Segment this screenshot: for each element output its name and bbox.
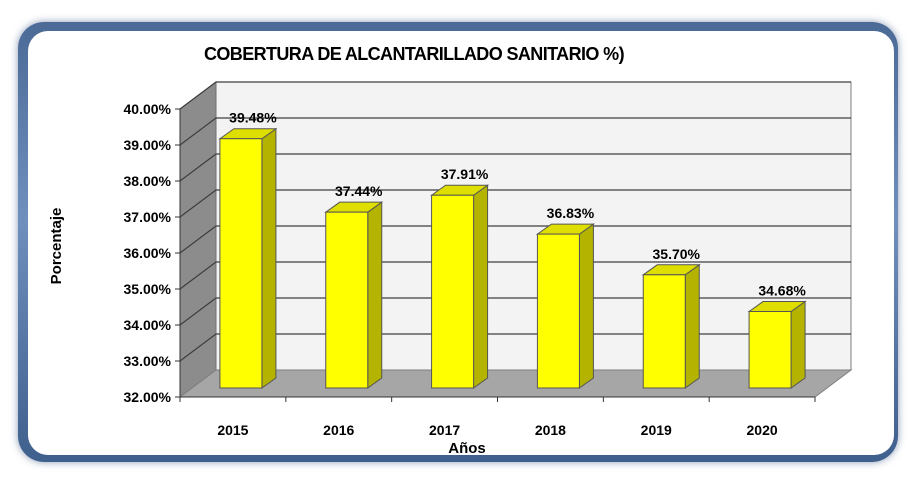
bar-side <box>261 127 277 389</box>
bar-front <box>642 274 686 389</box>
x-tick-label: 2019 <box>641 422 672 438</box>
gridline <box>179 297 851 326</box>
bar: 37.91% <box>430 166 490 389</box>
bar-front <box>325 211 369 389</box>
y-tick-label: 32.00% <box>124 389 172 405</box>
bar-side <box>473 184 489 389</box>
bar-side <box>790 300 806 389</box>
bar: 35.70% <box>641 246 701 389</box>
gridline <box>179 225 851 254</box>
y-tick-label: 34.00% <box>124 317 172 333</box>
data-label: 35.70% <box>653 246 701 262</box>
x-tick-label: 2015 <box>217 422 248 438</box>
gridline <box>179 117 851 146</box>
data-label: 39.48% <box>229 110 277 126</box>
bar-front <box>219 138 263 389</box>
gridline <box>179 333 851 362</box>
bar-front <box>748 311 792 389</box>
axes: 32.00% 33.00% 34.00% 35.00% 36.00% 37.00% 38.0… <box>124 101 816 438</box>
x-tick-label: 2018 <box>535 422 566 438</box>
chart-title: COBERTURA DE ALCANTARILLADO SANITARIO %) <box>204 44 625 64</box>
gridline <box>179 189 851 218</box>
x-tick-label: 2016 <box>323 422 354 438</box>
y-axis-label: Porcentaje <box>48 208 65 285</box>
bar-side <box>684 263 700 389</box>
bar: 37.44% <box>324 183 384 389</box>
data-label: 37.91% <box>441 166 489 182</box>
x-tick-label: 2020 <box>747 422 778 438</box>
y-tick-label: 35.00% <box>124 281 172 297</box>
bar: 39.48% <box>218 110 278 389</box>
data-label: 36.83% <box>547 205 595 221</box>
bar-front <box>536 233 580 389</box>
y-tick-label: 38.00% <box>124 173 172 189</box>
y-tick-label: 33.00% <box>124 353 172 369</box>
gridline <box>179 261 851 290</box>
bars: 39.48% 37.44% 37.91% 36.83% 35.70% 34.68% <box>218 110 807 389</box>
bar-side <box>367 201 383 389</box>
y-tick-label: 39.00% <box>124 137 172 153</box>
bar: 34.68% <box>747 283 807 389</box>
bar-front <box>431 194 475 389</box>
x-axis-label: Años <box>448 440 486 457</box>
gridline <box>179 81 851 110</box>
y-tick-label: 36.00% <box>124 245 172 261</box>
bar: 36.83% <box>535 205 595 389</box>
x-tick-label: 2017 <box>429 422 460 438</box>
data-label: 37.44% <box>335 183 383 199</box>
gridlines <box>179 81 851 362</box>
gridline <box>179 153 851 182</box>
bar-side <box>578 223 594 389</box>
data-label: 34.68% <box>758 283 806 299</box>
y-tick-label: 37.00% <box>124 209 172 225</box>
y-tick-label: 40.00% <box>124 101 172 117</box>
